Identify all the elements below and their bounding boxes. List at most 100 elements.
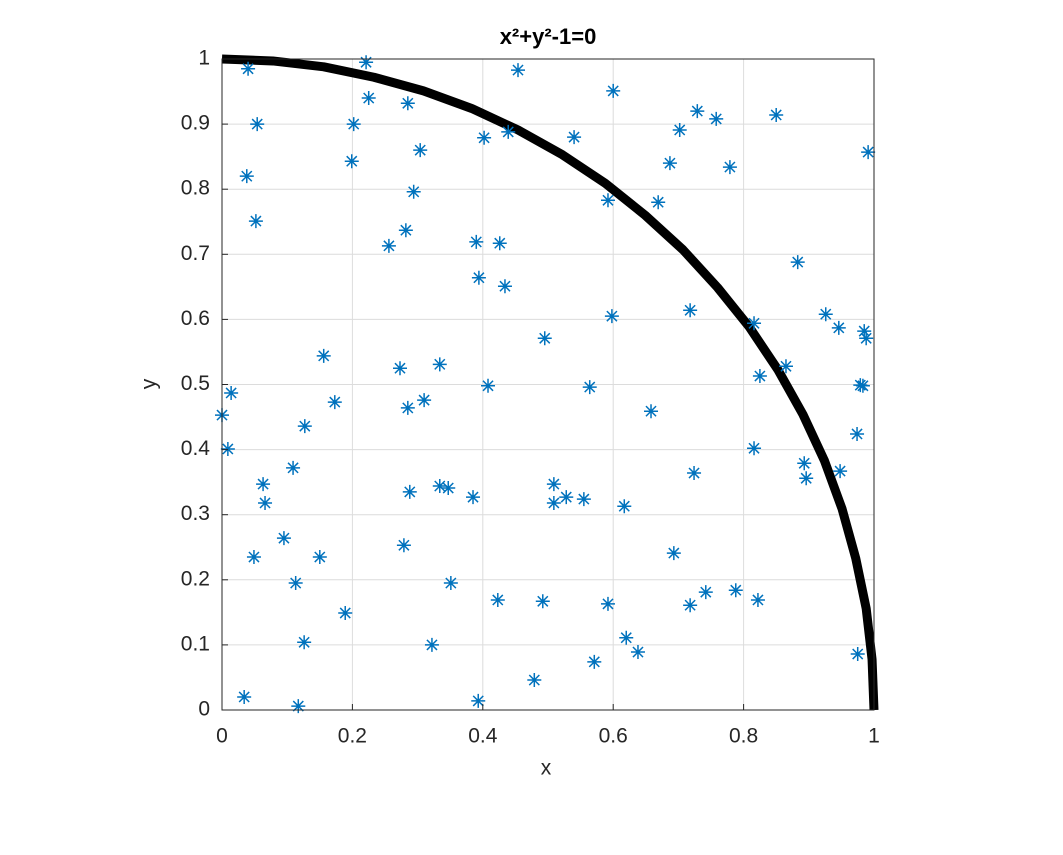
point bbox=[501, 124, 516, 139]
point bbox=[400, 96, 415, 111]
x-tick-label: 1 bbox=[868, 725, 880, 748]
x-tick-label: 0.6 bbox=[599, 725, 628, 748]
point bbox=[286, 460, 301, 475]
point bbox=[316, 348, 331, 363]
point bbox=[546, 495, 561, 510]
x-tick-label: 0 bbox=[216, 725, 228, 748]
y-tick-label: 0.7 bbox=[181, 242, 210, 265]
point bbox=[769, 107, 784, 122]
point bbox=[406, 184, 421, 199]
point bbox=[778, 359, 793, 374]
point bbox=[424, 637, 439, 652]
x-axis-label: x bbox=[541, 757, 552, 780]
y-tick-label: 1 bbox=[198, 47, 210, 70]
point bbox=[432, 479, 447, 494]
point bbox=[850, 647, 865, 662]
point bbox=[224, 385, 239, 400]
point bbox=[857, 324, 872, 339]
point bbox=[248, 214, 263, 229]
point bbox=[537, 331, 552, 346]
x-tick-label: 0.2 bbox=[338, 725, 367, 748]
x-tick-label: 0.8 bbox=[729, 725, 758, 748]
point bbox=[818, 307, 833, 322]
point bbox=[672, 122, 687, 137]
point bbox=[220, 441, 235, 456]
point bbox=[312, 550, 327, 565]
point bbox=[297, 635, 312, 650]
point bbox=[850, 426, 865, 441]
y-tick-label: 0.6 bbox=[181, 307, 210, 330]
point bbox=[855, 378, 870, 393]
point bbox=[728, 583, 743, 598]
y-tick-label: 0 bbox=[198, 698, 210, 721]
point bbox=[683, 598, 698, 613]
point bbox=[471, 693, 486, 708]
point bbox=[402, 484, 417, 499]
point bbox=[441, 481, 456, 496]
point bbox=[535, 594, 550, 609]
plot-area bbox=[215, 54, 879, 714]
point bbox=[256, 477, 271, 492]
point bbox=[392, 361, 407, 376]
point bbox=[546, 477, 561, 492]
point bbox=[511, 63, 526, 78]
point bbox=[469, 234, 484, 249]
point bbox=[291, 699, 306, 714]
point bbox=[413, 143, 428, 158]
y-tick-label: 0.1 bbox=[181, 632, 210, 655]
y-tick-label: 0.9 bbox=[181, 112, 210, 135]
point bbox=[662, 156, 677, 171]
point bbox=[683, 303, 698, 318]
point bbox=[799, 471, 814, 486]
point bbox=[237, 689, 252, 704]
point bbox=[831, 320, 846, 335]
point bbox=[443, 576, 458, 591]
point bbox=[432, 357, 447, 372]
curve bbox=[221, 54, 879, 711]
point bbox=[617, 499, 632, 514]
point bbox=[600, 193, 615, 208]
point bbox=[344, 154, 359, 169]
point bbox=[239, 169, 254, 184]
point bbox=[709, 111, 724, 126]
point bbox=[417, 393, 432, 408]
chart-title: x²+y²-1=0 bbox=[500, 24, 597, 49]
point bbox=[698, 585, 713, 600]
point bbox=[619, 630, 634, 645]
point bbox=[471, 270, 486, 285]
point bbox=[481, 378, 496, 393]
point bbox=[527, 673, 542, 688]
point bbox=[297, 419, 312, 434]
point bbox=[644, 404, 659, 419]
y-tick-label: 0.3 bbox=[181, 502, 210, 525]
point bbox=[258, 495, 273, 510]
point bbox=[567, 130, 582, 145]
point bbox=[361, 91, 376, 106]
point bbox=[859, 331, 874, 346]
point bbox=[492, 236, 507, 251]
point bbox=[327, 395, 342, 410]
point bbox=[466, 490, 481, 505]
point bbox=[338, 606, 353, 621]
point bbox=[276, 531, 291, 546]
point bbox=[606, 83, 621, 98]
y-tick-label: 0.4 bbox=[181, 437, 211, 460]
point bbox=[582, 380, 597, 395]
point bbox=[400, 400, 415, 415]
point bbox=[790, 255, 805, 270]
point bbox=[288, 576, 303, 591]
point bbox=[250, 117, 265, 132]
point bbox=[346, 117, 361, 132]
point bbox=[752, 369, 767, 384]
y-axis-label: y bbox=[138, 378, 161, 389]
point bbox=[690, 104, 705, 119]
point bbox=[559, 490, 574, 505]
point bbox=[576, 492, 591, 507]
point bbox=[396, 538, 411, 553]
point bbox=[651, 195, 666, 210]
x-tick-label: 0.4 bbox=[468, 725, 498, 748]
point bbox=[241, 61, 256, 76]
point bbox=[604, 309, 619, 324]
